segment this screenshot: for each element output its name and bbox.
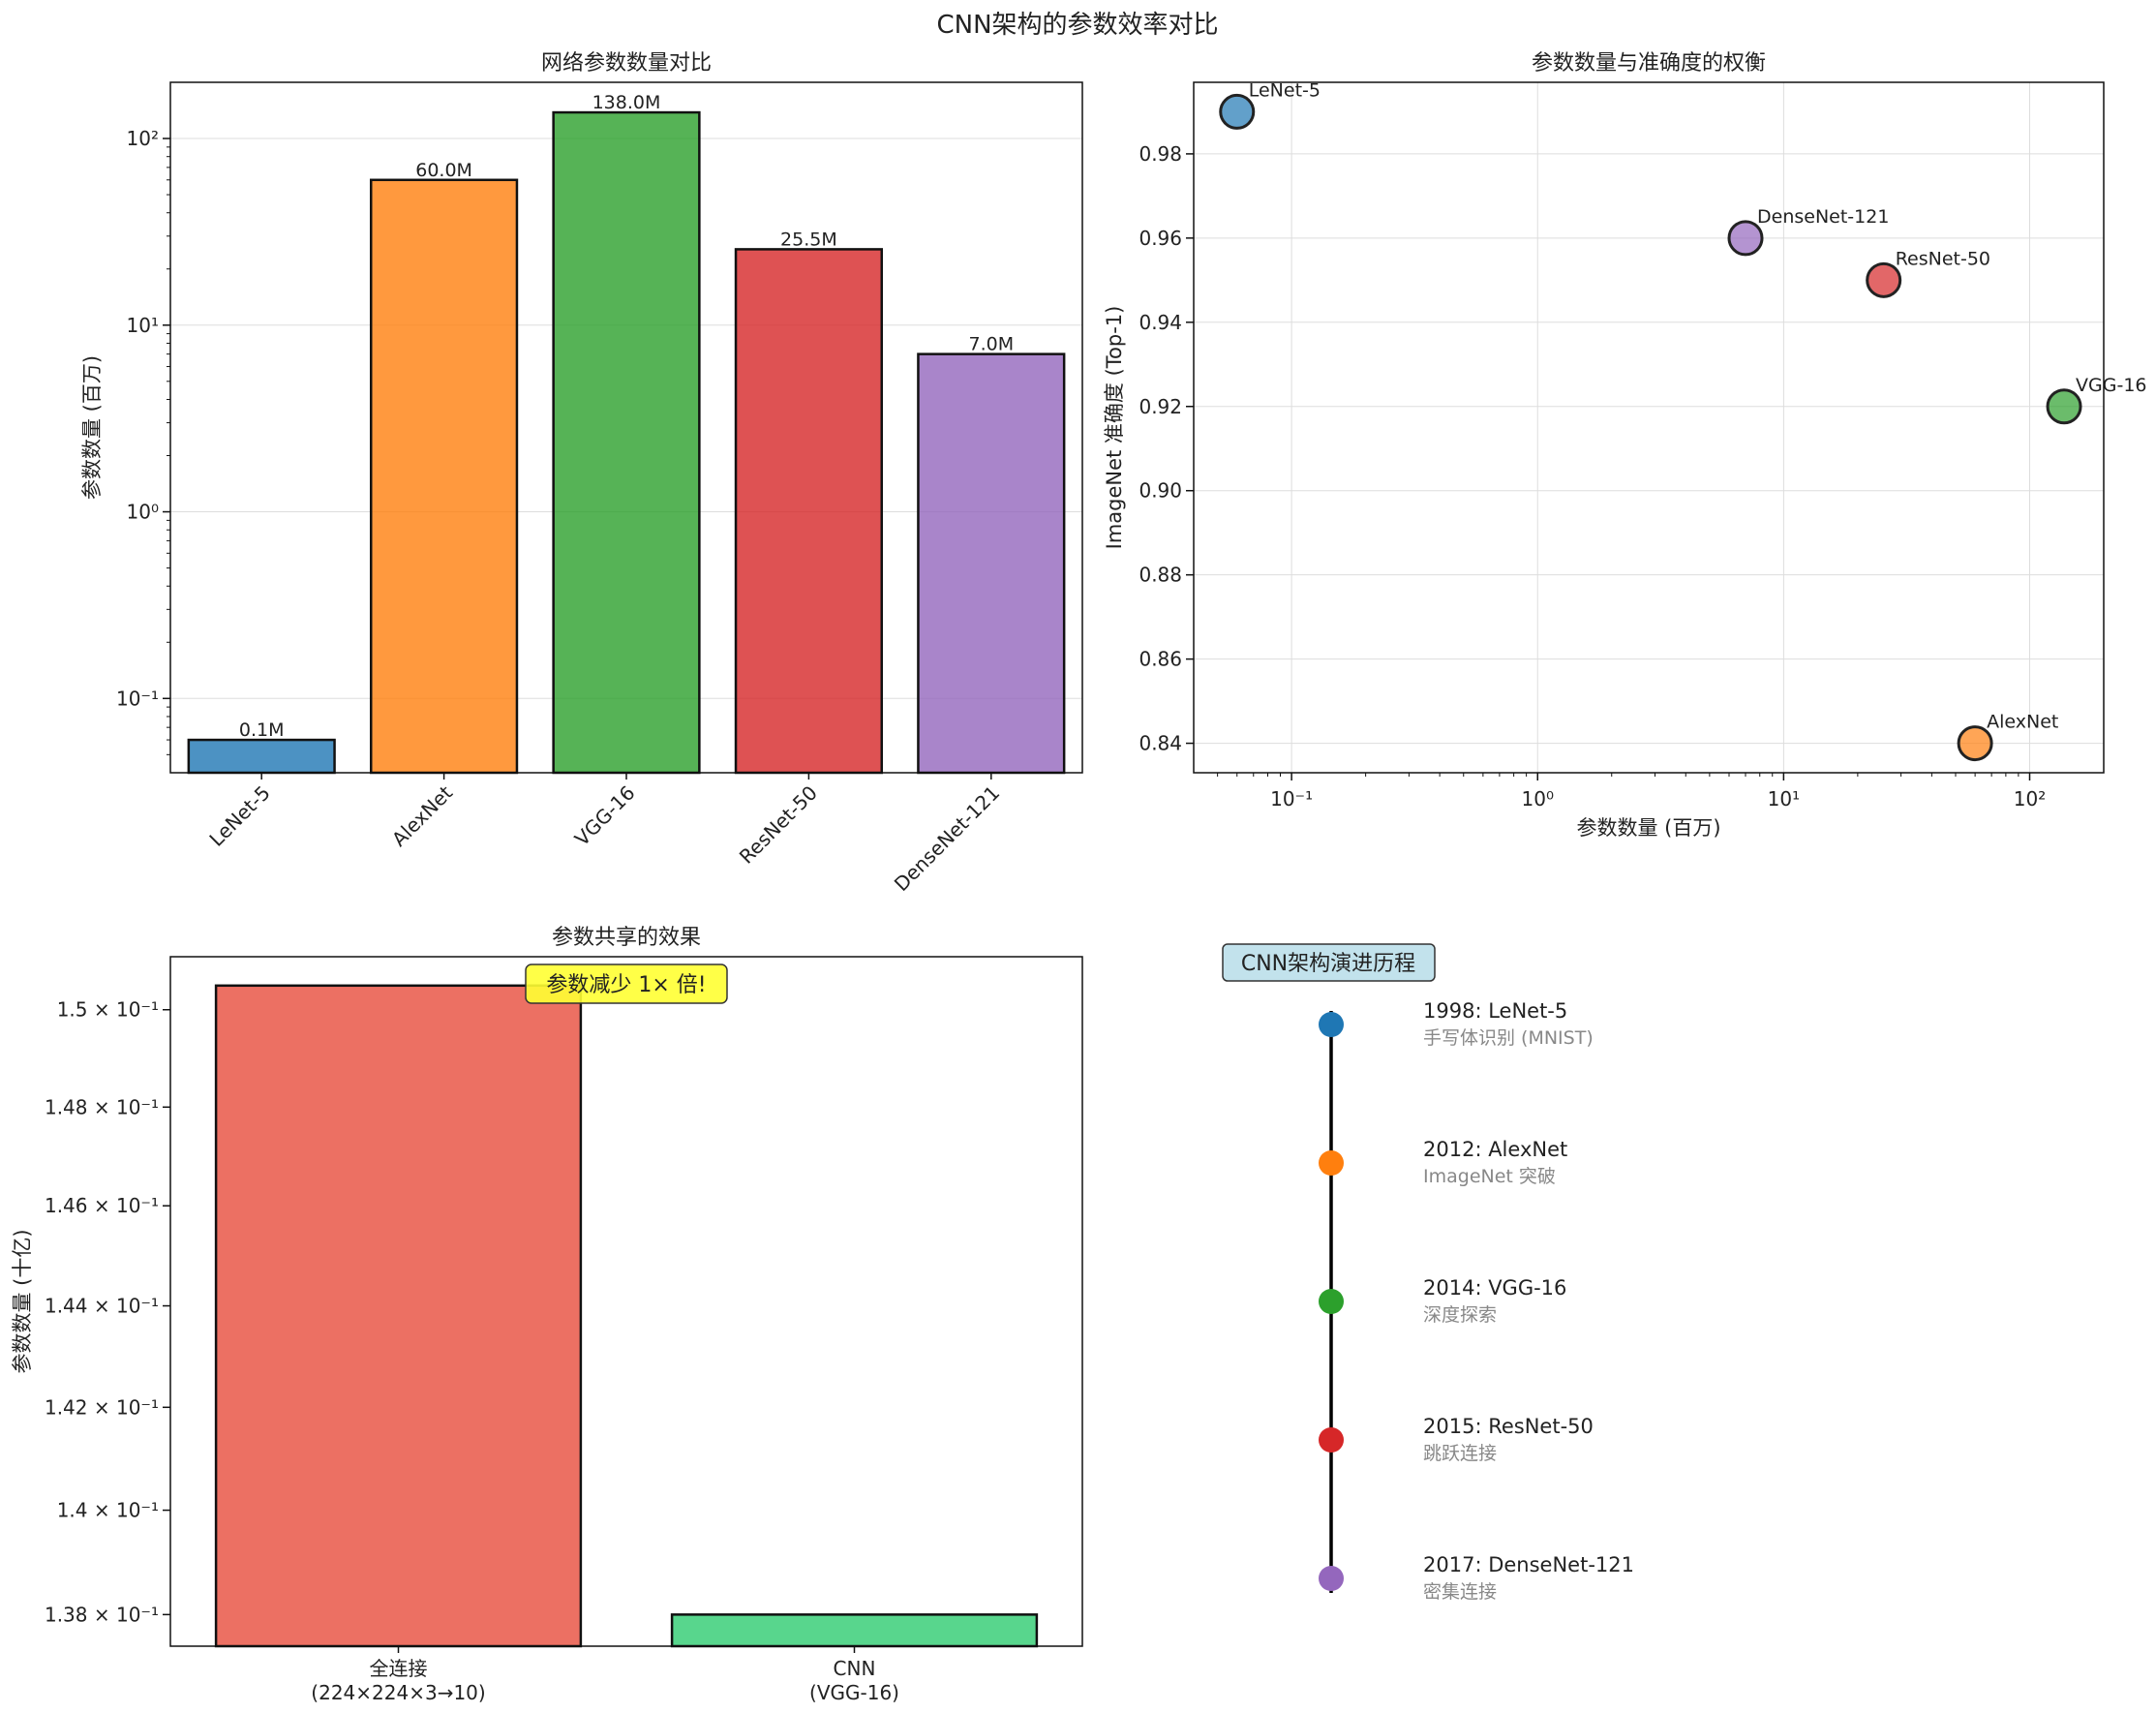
timeline-title: CNN架构演进历程 (1241, 952, 1415, 976)
y-tick-label: 0.90 (1139, 479, 1182, 503)
plot-frame (169, 956, 1083, 1647)
x-tick-label: DenseNet-121 (890, 781, 1005, 897)
annotation-box (525, 964, 728, 1004)
x-tick-label: LeNet-5 (205, 781, 275, 851)
timeline-dot (1319, 1427, 1344, 1453)
y-tick-label: 10⁰ (127, 501, 159, 524)
bar-value-label: 138.0M (592, 92, 661, 113)
chart-title: 参数数量与准确度的权衡 (1532, 51, 1766, 76)
y-tick-label: 1.4 × 10⁻¹ (57, 1499, 159, 1522)
annotation-text: 参数减少 1× 倍! (546, 973, 706, 997)
timeline-event-label: 1998: LeNet-5 (1423, 999, 1567, 1023)
y-tick-label: 0.86 (1139, 648, 1182, 671)
plot-frame (169, 81, 1083, 774)
scatter-param-vs-accuracy: 参数数量与准确度的权衡 10⁻¹ 10⁰ 10¹ 10² 0.84 0.86 0.88 0.90… (1103, 51, 2147, 840)
timeline-event-desc: 手写体识别 (MNIST) (1423, 1027, 1594, 1049)
y-tick-label: 1.5 × 10⁻¹ (57, 998, 159, 1022)
y-tick-label: 10² (127, 127, 159, 150)
y-tick-label: 0.94 (1139, 311, 1182, 334)
y-tick-label: 1.46 × 10⁻¹ (45, 1194, 159, 1217)
bar (552, 110, 701, 775)
y-tick-label: 0.92 (1139, 395, 1182, 418)
bar (670, 1613, 1039, 1648)
timeline-dot (1319, 1150, 1344, 1176)
x-tick-label: 10⁻¹ (1270, 787, 1313, 811)
x-tick-label: (224×224×3→10) (311, 1681, 485, 1704)
point-label: DenseNet-121 (1757, 206, 1889, 228)
y-axis-label: 参数数量 (十亿) (11, 1229, 34, 1373)
timeline-dot (1319, 1566, 1344, 1591)
scatter-point (2046, 388, 2082, 425)
bar-value-label: 25.5M (780, 229, 837, 250)
bar-chart-param-sharing: 参数共享的效果 1.38 × 10⁻¹ 1.4 × 10⁻¹ 1.42 × 10⁻¹ 1… (11, 926, 1083, 1704)
bar (187, 738, 336, 775)
y-tick-label: 10⁻¹ (116, 687, 159, 710)
point-label: AlexNet (1987, 712, 2058, 733)
scatter-point (1727, 220, 1764, 257)
x-tick-label: 10⁰ (1522, 787, 1554, 811)
y-tick-label: 0.88 (1139, 564, 1182, 587)
x-tick-label: 10¹ (1768, 787, 1800, 811)
bar-value-label: 60.0M (415, 160, 472, 181)
timeline-event-label: 2012: AlexNet (1423, 1138, 1567, 1161)
y-tick-label: 10¹ (127, 314, 159, 337)
y-axis-label: 参数数量 (百万) (80, 355, 104, 500)
timeline-event-label: 2015: ResNet-50 (1423, 1415, 1594, 1438)
plot-frame (1193, 81, 2105, 774)
x-tick-label: 10² (2014, 787, 2046, 811)
x-tick-label: CNN (834, 1657, 876, 1680)
chart-title: 网络参数数量对比 (541, 51, 712, 76)
bar (734, 248, 884, 775)
timeline-dot (1319, 1289, 1344, 1314)
x-tick-label: (VGG-16) (809, 1681, 899, 1704)
y-axis-label: ImageNet 准确度 (Top-1) (1103, 306, 1126, 550)
x-tick-label: VGG-16 (570, 781, 640, 851)
x-tick-label: 全连接 (370, 1657, 428, 1680)
x-tick-label: ResNet-50 (735, 781, 822, 869)
bar-value-label: 0.1M (239, 719, 285, 741)
bar-value-label: 7.0M (968, 334, 1014, 355)
scatter-point (1866, 261, 1902, 298)
y-tick-label: 1.38 × 10⁻¹ (45, 1603, 159, 1626)
point-label: VGG-16 (2076, 375, 2146, 396)
timeline-event-label: 2014: VGG-16 (1423, 1276, 1566, 1300)
timeline-event-label: 2017: DenseNet-121 (1423, 1553, 1634, 1576)
timeline-dot (1319, 1012, 1344, 1037)
x-axis-label: 参数数量 (百万) (1576, 816, 1720, 840)
timeline-title-box (1222, 943, 1436, 982)
bar-chart-param-count: 网络参数数量对比 10⁻¹ 10⁰ 10¹ 10² 参数数量 (百万) 0.1M LeNet-… (80, 51, 1083, 897)
point-label: ResNet-50 (1896, 248, 1990, 269)
figure-suptitle: CNN架构的参数效率对比 (936, 11, 1218, 40)
timeline-cnn-evolution: CNN架构演进历程 1998: LeNet-5 手写体识别 (MNIST) 2012:… (1222, 943, 1634, 1603)
y-tick-label: 0.84 (1139, 732, 1182, 755)
scatter-point (1957, 725, 1993, 762)
y-tick-label: 1.48 × 10⁻¹ (45, 1095, 159, 1118)
bar (917, 352, 1066, 775)
chart-title: 参数共享的效果 (552, 926, 701, 950)
timeline-event-desc: 深度探索 (1423, 1304, 1497, 1326)
y-tick-label: 1.44 × 10⁻¹ (45, 1295, 159, 1318)
bar (369, 178, 519, 775)
timeline-event-desc: 跳跃连接 (1423, 1443, 1497, 1464)
y-tick-label: 0.96 (1139, 227, 1182, 250)
bar (214, 984, 583, 1648)
point-label: LeNet-5 (1249, 79, 1321, 101)
y-tick-label: 1.42 × 10⁻¹ (45, 1395, 159, 1419)
scatter-point (1219, 93, 1256, 130)
y-tick-label: 0.98 (1139, 142, 1182, 166)
timeline-event-desc: ImageNet 突破 (1423, 1166, 1556, 1187)
x-tick-label: AlexNet (387, 780, 457, 850)
timeline-event-desc: 密集连接 (1423, 1581, 1497, 1603)
